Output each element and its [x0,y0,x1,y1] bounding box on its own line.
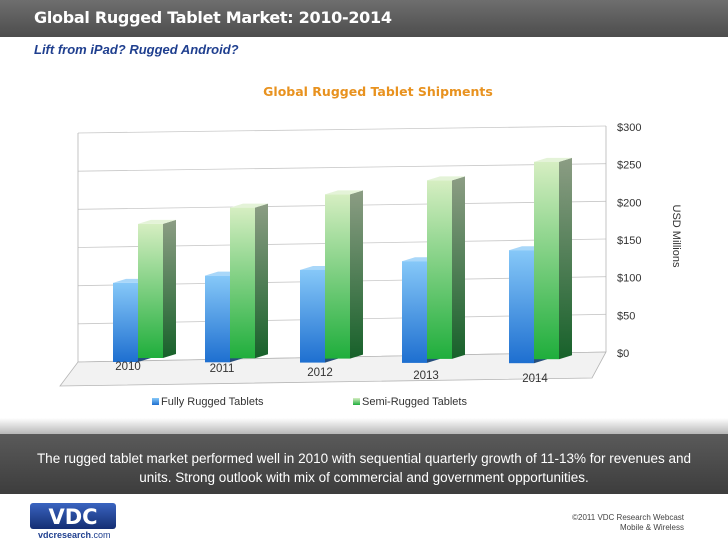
bar-top [534,157,572,162]
legend: Fully Rugged Tablets Semi-Rugged Tablets [152,396,467,408]
divider-band [0,418,728,434]
bar-side [350,190,363,359]
y-tick-label: $150 [617,235,641,247]
website-suffix: .com [91,530,111,540]
legend-swatch [353,398,360,405]
bar-top [325,190,363,195]
bar-side [255,203,268,359]
legend-swatch [152,398,159,405]
shipments-chart: Global Rugged Tablet Shipments $0 $50 $100… [59,84,682,408]
y-tick-label: $100 [617,273,641,285]
axis-frame [59,126,607,387]
x-tick-label: 2014 [522,373,548,385]
website-name: vdcresearch [38,530,92,540]
bar [205,275,230,363]
bar [509,250,534,364]
bar-side [452,176,465,359]
y-tick-label: $50 [617,310,635,322]
bar [402,261,427,363]
bar [300,269,325,363]
bar-side [559,157,572,360]
bar [138,223,163,358]
bars [113,157,572,364]
bar [113,282,138,362]
legend-label: Fully Rugged Tablets [161,396,264,408]
copyright-line-2: Mobile & Wireless [619,523,684,532]
y-tick-label: $300 [617,122,641,134]
bar-side [163,219,176,358]
x-tick-label: 2013 [413,370,439,382]
summary-text: The rugged tablet market performed well … [0,434,728,494]
bar [427,180,452,359]
logo-text: VDC [48,505,97,529]
website-link[interactable]: vdcresearch.com [38,530,111,540]
legend-label: Semi-Rugged Tablets [362,396,467,408]
gridline [77,125,607,134]
y-tick-labels: $0 $50 $100 $150 $200 $250 $300 [617,122,641,360]
gridline [77,163,607,172]
copyright-line-1: ©2011 VDC Research Webcast [572,513,684,522]
x-tick-label: 2012 [307,367,333,379]
title-bar: Global Rugged Tablet Market: 2010-2014 [0,0,728,37]
slide-title: Global Rugged Tablet Market: 2010-2014 [34,8,392,27]
x-tick-labels: 2010 2011 2012 2013 2014 [115,361,548,385]
bar-top [230,203,268,208]
chart-title: Global Rugged Tablet Shipments [263,84,493,99]
y-tick-label: $0 [617,348,629,360]
y-tick-label: $250 [617,160,641,172]
y-axis-label: USD Millions [670,205,682,268]
y-tick-label: $200 [617,197,641,209]
x-tick-label: 2011 [210,363,235,375]
x-tick-label: 2010 [115,361,141,373]
bar-top [427,176,465,181]
vdc-logo: VDC [30,503,116,529]
bar [534,161,559,360]
bar [325,194,350,359]
bar [230,207,255,359]
slide-subtitle: Lift from iPad? Rugged Android? [34,42,239,57]
bar-top [138,219,176,224]
copyright-note: ©2011 VDC Research Webcast Mobile & Wire… [464,513,684,533]
